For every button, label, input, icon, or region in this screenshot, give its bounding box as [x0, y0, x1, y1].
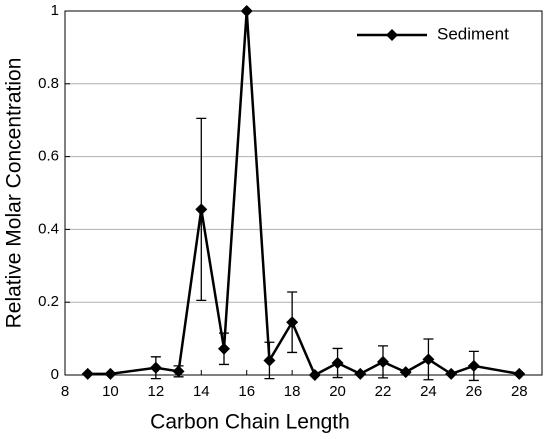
marker — [218, 342, 230, 355]
marker — [513, 367, 526, 380]
marker — [445, 367, 458, 380]
x-tick-label: 22 — [375, 383, 392, 400]
marker — [263, 354, 276, 367]
x-tick-label: 18 — [284, 383, 301, 400]
x-tick-label: 10 — [102, 383, 119, 400]
y-axis-label: Relative Molar Concentration — [3, 58, 26, 329]
x-tick-label: 26 — [466, 383, 483, 400]
x-tick-label: 24 — [420, 383, 437, 400]
y-tick-label: 1 — [51, 2, 59, 19]
marker — [240, 5, 253, 17]
x-tick-label: 28 — [511, 383, 528, 400]
marker — [308, 369, 321, 381]
legend-label: Sediment — [437, 24, 509, 43]
marker — [399, 366, 412, 379]
y-tick-label: 0.4 — [38, 220, 59, 237]
x-tick-label: 14 — [193, 383, 210, 400]
data-line — [87, 10, 520, 377]
marker — [195, 203, 208, 216]
y-tick-label: 0.2 — [38, 293, 59, 310]
x-tick-label: 16 — [238, 383, 255, 400]
x-tick-label: 20 — [329, 383, 346, 400]
marker — [422, 353, 435, 366]
x-tick-label: 8 — [61, 383, 69, 400]
marker — [104, 367, 117, 380]
marker — [331, 356, 344, 369]
marker — [149, 361, 162, 374]
x-axis-label: Carbon Chain Length — [150, 411, 350, 434]
marker — [81, 367, 94, 380]
y-tick-label: 0.8 — [38, 75, 59, 92]
marker — [286, 316, 299, 329]
marker — [467, 359, 480, 372]
marker — [172, 365, 185, 378]
y-tick-label: 0.6 — [38, 148, 59, 165]
marker — [354, 367, 367, 380]
marker — [377, 355, 389, 368]
plot-frame — [64, 10, 543, 376]
legend-marker — [386, 29, 398, 41]
y-tick-label: 0 — [51, 366, 59, 383]
x-tick-label: 12 — [148, 383, 165, 400]
